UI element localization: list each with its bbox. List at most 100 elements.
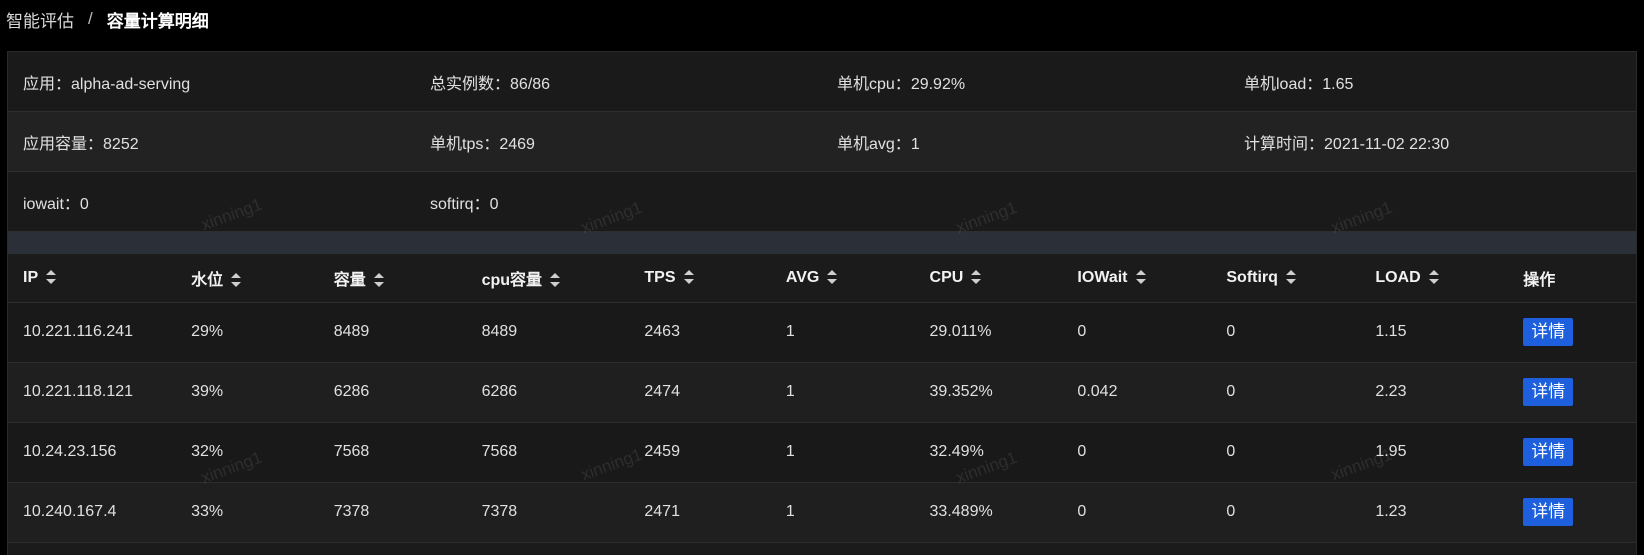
summary-value: 0 [489,195,499,213]
summary-label: 单机tps： [430,135,500,153]
cell-level: 29% [176,302,319,363]
cell-cpu-capacity: 7568 [466,422,630,483]
breadcrumb-parent-link[interactable]: 智能评估 [6,11,74,31]
cell-ip: 10.221.116.241 [8,302,177,363]
cell-action: 详情 [1508,482,1636,543]
sort-caret-icon[interactable] [1135,269,1146,284]
summary-label: 总实例数： [430,75,511,93]
summary-value: 0 [79,195,89,213]
sort-caret-icon[interactable] [373,272,384,287]
column-header-cpu-capacity[interactable]: cpu容量 [466,254,630,303]
breadcrumb: 智能评估 / 容量计算明细 [6,6,209,32]
cell-avg: 1 [770,362,915,423]
summary-label: 单机avg： [837,135,911,153]
table-row: 10.240.167.4 33% 7378 7378 2471 1 33.489… [8,482,1636,543]
column-header-tps[interactable]: TPS [629,254,771,303]
cell-level: 32% [176,422,319,483]
cell-tps: 2459 [629,422,771,483]
column-header-label: 操作 [1523,271,1556,289]
sort-caret-icon[interactable] [1428,269,1439,284]
summary-value: 1 [910,135,920,153]
cell-capacity: 6286 [318,362,467,423]
detail-button[interactable]: 详情 [1523,498,1574,526]
summary-grid: 应用：alpha-ad-serving 总实例数：86/86 单机cpu：29.… [8,52,1636,232]
summary-cpu: 单机cpu：29.92% [822,70,1229,94]
cell-load: 2.23 [1360,362,1509,423]
cell-capacity: 7378 [318,482,467,543]
summary-label: iowait： [23,195,80,213]
cell-ip: 10.24.23.156 [8,422,177,483]
column-header-iowait[interactable]: IOWait [1062,254,1212,303]
summary-calc-time: 计算时间：2021-11-02 22:30 [1229,130,1636,154]
sort-caret-icon[interactable] [971,269,982,284]
sort-caret-icon[interactable] [1285,269,1296,284]
summary-row: 应用：alpha-ad-serving 总实例数：86/86 单机cpu：29.… [8,52,1636,112]
summary-tps: 单机tps：2469 [415,130,822,154]
cell-iowait: 0 [1062,302,1212,363]
column-header-label: Softirq [1226,268,1278,286]
summary-app-capacity: 应用容量：8252 [8,130,415,154]
cell-cpu-capacity: 6286 [466,362,630,423]
cell-ip: 10.240.167.4 [8,482,177,543]
sort-caret-icon[interactable] [46,269,57,284]
cell-ip: 10.221.118.121 [8,362,177,423]
cell-softirq: 0 [1211,422,1361,483]
cell-cpu: 39.352% [914,362,1063,423]
sort-caret-icon[interactable] [550,272,561,287]
column-header-level[interactable]: 水位 [176,254,319,303]
column-header-cpu[interactable]: CPU [914,254,1063,303]
summary-value: 1.65 [1322,75,1354,93]
cell-capacity: 7568 [318,422,467,483]
table-row: 10.24.23.156 32% 7568 7568 2459 1 32.49%… [8,422,1636,483]
summary-avg: 单机avg：1 [822,130,1229,154]
column-header-softirq[interactable]: Softirq [1211,254,1361,303]
cell-cpu: 33.489% [914,482,1063,543]
column-header-label: CPU [929,268,964,286]
cell-tps: 2471 [629,482,771,543]
column-header-label: LOAD [1375,268,1421,286]
summary-app: 应用：alpha-ad-serving [8,70,415,94]
column-header-avg[interactable]: AVG [770,254,915,303]
summary-label: 单机load： [1244,75,1323,93]
column-header-ip[interactable]: IP [8,254,177,303]
cell-action: 详情 [1508,422,1636,483]
cell-iowait: 0 [1062,482,1212,543]
detail-button[interactable]: 详情 [1523,378,1574,406]
cell-cpu-capacity: 8489 [466,302,630,363]
summary-label: softirq： [430,195,490,213]
cell-tps: 2463 [629,302,771,363]
sort-caret-icon[interactable] [231,272,242,287]
cell-softirq: 0 [1211,482,1361,543]
sort-caret-icon[interactable] [683,269,694,284]
cell-load: 1.23 [1360,482,1509,543]
breadcrumb-current: 容量计算明细 [106,11,209,31]
summary-value: 2469 [499,135,535,153]
summary-label: 应用： [23,75,72,93]
summary-value: 2021-11-02 22:30 [1324,135,1450,153]
column-header-label: AVG [785,268,820,286]
cell-avg: 1 [770,482,915,543]
cell-softirq: 0 [1211,362,1361,423]
column-header-label: IP [23,268,39,286]
cell-iowait: 0 [1062,422,1212,483]
cell-level: 33% [176,482,319,543]
sort-caret-icon[interactable] [827,269,838,284]
cell-cpu: 32.49% [914,422,1063,483]
cell-load: 1.95 [1360,422,1509,483]
column-header-capacity[interactable]: 容量 [318,254,467,303]
summary-label: 应用容量： [23,135,104,153]
summary-value: 8252 [103,135,139,153]
cell-load: 1.15 [1360,302,1509,363]
cell-tps: 2474 [629,362,771,423]
detail-button[interactable]: 详情 [1523,438,1574,466]
detail-panel: 应用：alpha-ad-serving 总实例数：86/86 单机cpu：29.… [7,51,1637,555]
detail-button[interactable]: 详情 [1523,318,1574,346]
summary-iowait: iowait：0 [8,190,415,214]
column-header-load[interactable]: LOAD [1360,254,1509,303]
column-header-label: TPS [644,268,676,286]
cell-action: 详情 [1508,362,1636,423]
cell-avg: 1 [770,302,915,363]
table-row: 10.221.118.121 39% 6286 6286 2474 1 39.3… [8,362,1636,423]
cell-level: 39% [176,362,319,423]
column-header-action: 操作 [1508,254,1636,303]
